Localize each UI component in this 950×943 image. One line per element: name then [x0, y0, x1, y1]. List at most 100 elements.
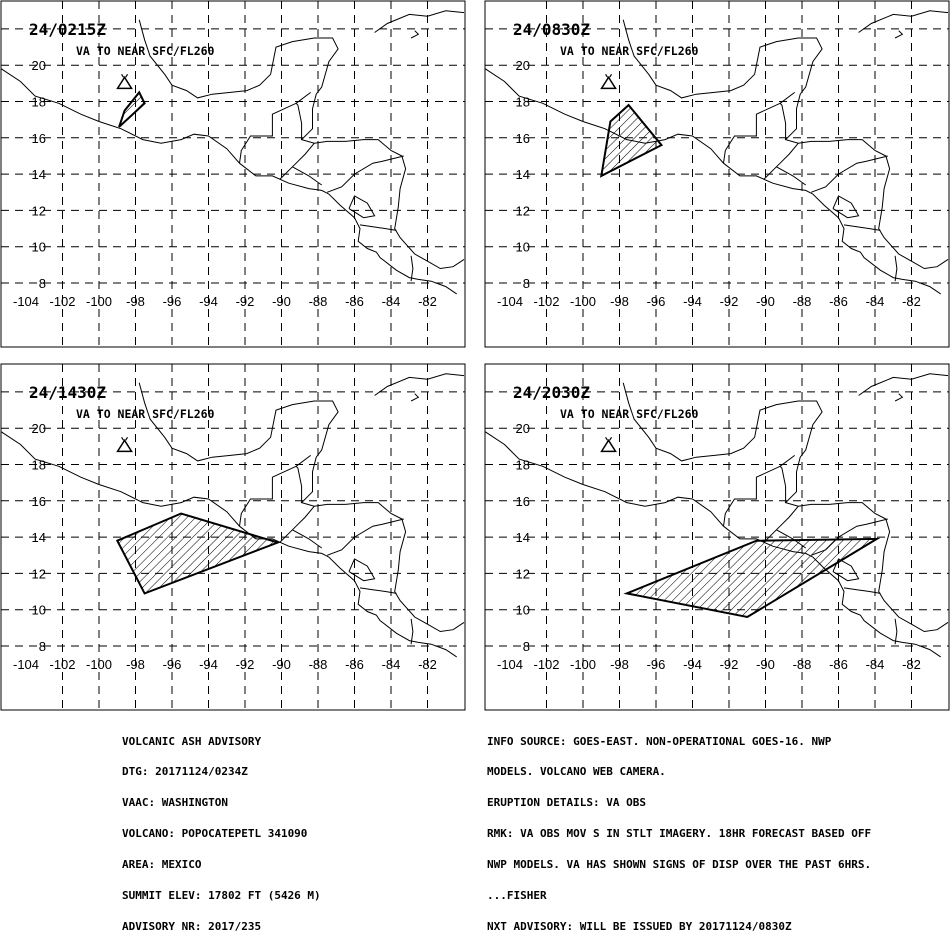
longitude-tick-label: -100	[86, 294, 112, 309]
coastline	[894, 393, 904, 402]
longitude-tick-label: -88	[793, 294, 812, 309]
coastline	[138, 19, 465, 270]
latitude-tick-label: 8	[523, 639, 530, 654]
coastline	[858, 373, 949, 396]
latitude-tick-label: 20	[32, 421, 46, 436]
longitude-tick-label: -102	[49, 294, 75, 309]
va-forecast-panel: 8 10 12 14 16 18 20 -104 -102 -100 -98 -96 -94 -92 -90…	[0, 363, 466, 711]
country-border	[410, 618, 414, 645]
longitude-tick-label: -104	[497, 294, 523, 309]
advisory-remarks-block: INFO SOURCE: GOES-EAST. NON-OPERATIONAL …	[487, 716, 871, 943]
longitude-tick-label: -100	[570, 294, 596, 309]
latitude-tick-label: 12	[516, 203, 530, 218]
country-border	[894, 618, 898, 645]
country-border	[410, 255, 414, 282]
longitude-tick-label: -94	[199, 294, 218, 309]
longitude-tick-label: -86	[345, 657, 364, 672]
country-border	[359, 224, 397, 231]
latitude-tick-label: 8	[523, 276, 530, 291]
coastline	[374, 373, 465, 396]
flight-level-label: VA TO NEAR SFC/FL260	[560, 407, 699, 421]
advisory-line: ...FISHER	[487, 889, 547, 903]
advisory-line: VOLCANO: POPOCATEPETL 341090	[122, 827, 308, 841]
coastline	[410, 30, 420, 39]
advisory-header-block: VOLCANIC ASH ADVISORY DTG: 20171124/0234…	[122, 716, 321, 943]
latitude-tick-label: 18	[516, 458, 530, 473]
coastline	[138, 382, 465, 633]
va-forecast-panel: 8 10 12 14 16 18 20 -104 -102 -100 -98 -96 -94 -92 -90…	[0, 0, 466, 348]
country-border	[810, 155, 888, 193]
country-border	[295, 454, 311, 467]
latitude-tick-label: 16	[516, 494, 530, 509]
longitude-tick-label: -86	[345, 294, 364, 309]
latitude-tick-label: 10	[32, 240, 46, 255]
longitude-tick-label: -102	[533, 657, 559, 672]
latitude-tick-label: 8	[39, 639, 46, 654]
longitude-tick-label: -86	[829, 657, 848, 672]
longitude-tick-label: -102	[533, 294, 559, 309]
country-border	[292, 529, 322, 549]
latitude-tick-label: 10	[516, 603, 530, 618]
longitude-tick-label: -88	[309, 294, 328, 309]
longitude-tick-label: -98	[126, 294, 145, 309]
longitude-tick-label: -100	[570, 657, 596, 672]
advisory-line: INFO SOURCE: GOES-EAST. NON-OPERATIONAL …	[487, 734, 832, 748]
lake-outline	[832, 195, 860, 219]
country-border	[723, 102, 787, 164]
latitude-tick-label: 14	[32, 530, 46, 545]
longitude-tick-label: -102	[49, 657, 75, 672]
latitude-tick-label: 18	[516, 95, 530, 110]
longitude-tick-label: -84	[382, 294, 401, 309]
country-border	[776, 166, 806, 186]
advisory-line: VAAC: WASHINGTON	[122, 796, 228, 810]
country-border	[779, 454, 795, 467]
country-border	[894, 255, 898, 282]
latitude-tick-label: 14	[516, 530, 530, 545]
country-border	[763, 505, 799, 543]
va-forecast-panel: 8 10 12 14 16 18 20 -104 -102 -100 -98 -96 -94 -92 -90…	[484, 363, 950, 711]
flight-level-label: VA TO NEAR SFC/FL260	[560, 44, 699, 58]
longitude-tick-label: -88	[793, 657, 812, 672]
coastline	[622, 19, 949, 270]
country-border	[723, 465, 787, 527]
coastline	[1, 430, 457, 658]
longitude-tick-label: -92	[236, 294, 255, 309]
latitude-tick-label: 8	[39, 276, 46, 291]
longitude-tick-label: -92	[236, 657, 255, 672]
longitude-tick-label: -88	[309, 657, 328, 672]
longitude-tick-label: -90	[756, 294, 775, 309]
country-border	[279, 142, 315, 180]
country-border	[326, 155, 404, 193]
flight-level-label: VA TO NEAR SFC/FL260	[76, 44, 215, 58]
country-border	[843, 587, 881, 594]
longitude-tick-label: -84	[382, 657, 401, 672]
latitude-tick-label: 14	[516, 167, 530, 182]
forecast-time-label: 24/0215Z	[29, 20, 106, 39]
longitude-tick-label: -94	[683, 294, 702, 309]
latitude-tick-label: 16	[32, 131, 46, 146]
volcano-icon	[116, 437, 133, 453]
country-border	[239, 465, 303, 527]
longitude-tick-label: -82	[902, 294, 921, 309]
country-border	[779, 91, 795, 104]
coastline	[1, 67, 457, 295]
ash-cloud-polygon	[599, 103, 664, 178]
country-border	[292, 166, 322, 186]
longitude-tick-label: -100	[86, 657, 112, 672]
coastline	[858, 10, 949, 33]
longitude-tick-label: -104	[13, 294, 39, 309]
country-border	[326, 518, 404, 556]
forecast-time-label: 24/1430Z	[29, 383, 106, 402]
forecast-time-label: 24/0830Z	[513, 20, 590, 39]
latitude-tick-label: 10	[32, 603, 46, 618]
latitude-tick-label: 12	[32, 203, 46, 218]
advisory-line: AREA: MEXICO	[122, 858, 202, 872]
latitude-tick-label: 20	[516, 421, 530, 436]
ash-cloud-polygon	[623, 537, 881, 619]
volcano-icon	[116, 74, 133, 90]
advisory-line: MODELS. VOLCANO WEB CAMERA.	[487, 765, 666, 779]
latitude-tick-label: 12	[516, 566, 530, 581]
country-border	[763, 142, 799, 180]
latitude-tick-label: 18	[32, 458, 46, 473]
coastline	[485, 67, 941, 295]
